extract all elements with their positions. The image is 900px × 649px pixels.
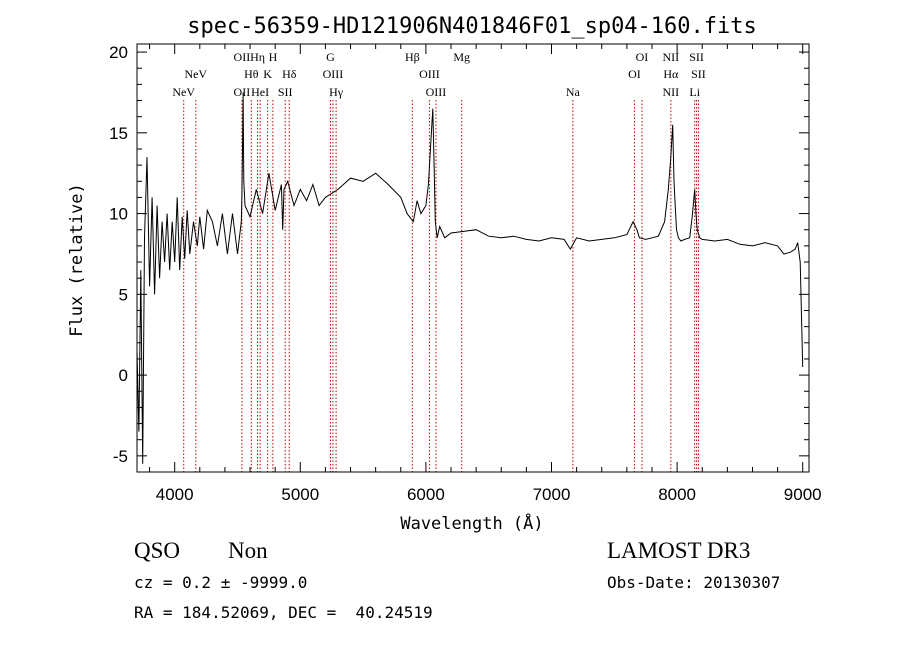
chart-title: spec-56359-HD121906N401846F01_sp04-160.f… [187, 14, 757, 39]
x-tick-label: 8000 [658, 485, 696, 504]
marker-label: NeV [172, 85, 195, 99]
marker-label: OII [234, 50, 251, 64]
x-tick-label: 4000 [156, 485, 194, 504]
marker-label: OIII [426, 85, 447, 99]
y-tick-label: 20 [109, 43, 128, 62]
x-axis-label: Wavelength (Å) [400, 512, 543, 534]
marker-label: NeV [184, 67, 207, 81]
marker-label: OIII [323, 67, 344, 81]
x-tick-label: 9000 [784, 485, 822, 504]
marker-label: Hγ [329, 85, 344, 99]
marker-label: SII [689, 50, 704, 64]
y-tick-label: 5 [119, 285, 128, 304]
marker-label: SII [278, 85, 293, 99]
emission-line-markers: NeV NeV OII OII Hθ Hη HeI KH SII Hδ G OIII Hγ Hβ OIII O… [172, 50, 706, 472]
marker-label: Hα [663, 67, 679, 81]
x-tick-label: 7000 [533, 485, 571, 504]
y-tick-label: -5 [113, 447, 128, 466]
marker-label: Mg [453, 50, 470, 64]
marker-label: OII [234, 85, 251, 99]
y-axis-label: Flux (relative) [67, 183, 87, 337]
marker-label: Hη [250, 50, 265, 64]
marker-label: G [326, 50, 335, 64]
marker-label: Na [566, 85, 581, 99]
marker-label: OI [628, 67, 641, 81]
spectrum-line [136, 92, 804, 464]
coordinates: RA = 184.52069, DEC = 40.24519 [134, 603, 433, 622]
marker-label: Hθ [244, 67, 259, 81]
marker-label: Li [689, 85, 700, 99]
marker-label: NII [662, 85, 679, 99]
marker-label: H [269, 50, 278, 64]
marker-label: Hδ [282, 67, 297, 81]
y-tick-label: 10 [109, 205, 128, 224]
x-tick-label: 5000 [281, 485, 319, 504]
marker-label: K [263, 67, 272, 81]
x-tick-label: 6000 [407, 485, 445, 504]
marker-label: NII [662, 50, 679, 64]
object-subclass: Non [228, 538, 268, 563]
y-tick-label: 15 [109, 124, 128, 143]
y-tick-label: 0 [119, 366, 128, 385]
axes: 4000 5000 6000 7000 8000 9000 -5 0 5 10 15 20 [109, 43, 822, 504]
spectrum-series [136, 92, 804, 464]
marker-label: HeI [251, 85, 269, 99]
plot-frame [136, 43, 810, 473]
marker-label: SII [691, 67, 706, 81]
obs-date: Obs-Date: 20130307 [607, 573, 781, 592]
redshift-cz: cz = 0.2 ± -9999.0 [134, 573, 308, 592]
marker-label: Hβ [405, 50, 420, 64]
survey-name: LAMOST DR3 [607, 538, 751, 563]
marker-label: OI [636, 50, 649, 64]
object-class: QSO [134, 538, 181, 563]
marker-label: OIII [419, 67, 440, 81]
